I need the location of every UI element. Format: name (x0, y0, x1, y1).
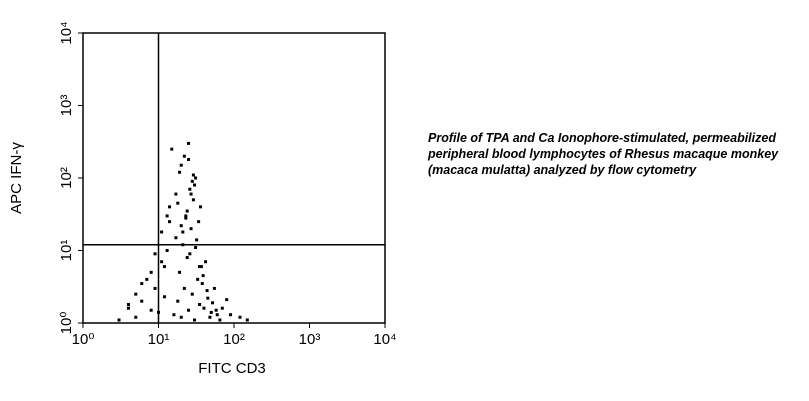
point (193, 183, 197, 187)
point (201, 274, 205, 278)
point (170, 147, 174, 151)
point (206, 296, 210, 300)
point (162, 265, 166, 269)
point (204, 260, 208, 264)
point (140, 282, 144, 286)
caption: Profile of TPA and Ca Ionophore-stimulat… (428, 131, 779, 177)
point (181, 243, 185, 247)
point (149, 308, 153, 312)
point (165, 249, 169, 252)
point (193, 318, 197, 322)
point (153, 252, 157, 256)
x-axis-label: FITC CD3 (198, 360, 266, 377)
point (178, 170, 182, 174)
point (215, 313, 219, 317)
point (165, 214, 169, 218)
y-tick-label: 10⁴ (58, 21, 75, 44)
point (182, 154, 186, 158)
point (178, 270, 182, 274)
point (174, 236, 178, 240)
point (225, 298, 229, 302)
point (176, 299, 180, 303)
point (238, 315, 242, 319)
point (184, 214, 188, 218)
x-tick-label: 10³ (299, 331, 321, 348)
point (208, 315, 212, 319)
point (214, 308, 218, 312)
plot-frame (82, 32, 386, 324)
x-tick-label: 10² (223, 331, 245, 348)
point (194, 176, 198, 180)
point (187, 308, 191, 312)
y-tick-label: 10⁰ (58, 312, 75, 335)
point (145, 277, 149, 281)
point (229, 313, 233, 317)
point (195, 238, 199, 242)
point (149, 270, 153, 274)
point (174, 192, 178, 196)
point (160, 230, 164, 234)
y-tick-label: 10² (58, 167, 75, 189)
point (205, 289, 209, 293)
point (218, 318, 222, 322)
point (184, 216, 188, 220)
point (188, 187, 192, 191)
point (191, 173, 195, 177)
point (189, 227, 193, 231)
point (189, 192, 193, 196)
point (202, 306, 206, 310)
point (179, 315, 183, 319)
point (126, 306, 130, 310)
y-tick-label: 10¹ (58, 240, 75, 262)
point (168, 205, 172, 209)
point (198, 302, 202, 306)
point (199, 205, 203, 209)
point (187, 141, 191, 145)
point (140, 299, 144, 303)
point (172, 313, 176, 317)
point (134, 315, 138, 319)
point (185, 209, 189, 213)
point (134, 292, 138, 296)
point (179, 163, 183, 167)
point (160, 260, 164, 264)
point (197, 220, 201, 224)
point (181, 230, 185, 234)
point (196, 277, 200, 281)
x-tick-label: 10¹ (148, 331, 170, 348)
point (162, 295, 166, 299)
point (212, 286, 216, 290)
point (199, 265, 203, 269)
point (182, 286, 186, 290)
x-tick-label: 10⁴ (373, 331, 396, 348)
point (191, 198, 195, 202)
point (179, 224, 183, 228)
point (220, 306, 224, 310)
point (153, 286, 157, 290)
point (190, 292, 194, 296)
point (157, 310, 160, 314)
point (209, 310, 213, 314)
point (187, 157, 191, 161)
point (185, 256, 189, 260)
point (194, 245, 198, 249)
point (126, 302, 130, 306)
point (245, 318, 249, 322)
y-axis-label: APC IFN-γ (8, 142, 25, 214)
point (117, 318, 121, 322)
point (188, 252, 192, 256)
x-tick-label: 10⁰ (72, 331, 95, 348)
point (211, 301, 215, 305)
point (198, 265, 202, 269)
point (168, 220, 172, 224)
y-tick-label: 10³ (58, 95, 75, 117)
point (176, 201, 180, 205)
point (190, 179, 194, 183)
point (200, 282, 204, 286)
